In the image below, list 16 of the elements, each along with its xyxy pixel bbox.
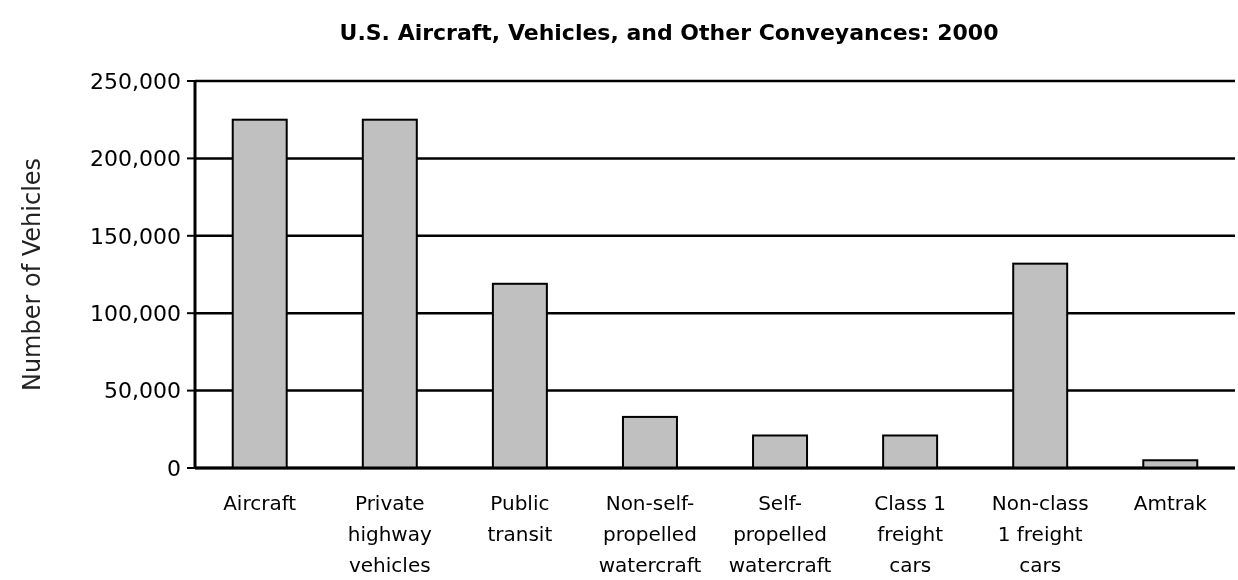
y-tick-label: 200,000 — [90, 146, 181, 172]
x-tick-label: Amtrak — [1133, 491, 1208, 515]
x-tick-label: Non-class 1 freight cars — [991, 491, 1089, 577]
chart-title: U.S. Aircraft, Vehicles, and Other Conveyances: 2000 — [339, 20, 999, 45]
x-tick-label: Class 1 freight cars — [874, 491, 946, 577]
y-tick-label: 50,000 — [104, 378, 181, 404]
y-tick-label: 150,000 — [90, 223, 181, 249]
x-tick-label: Private highway vehicles — [347, 491, 432, 577]
x-tick-label: Public transit — [487, 491, 553, 546]
y-axis-title: Number of Vehicles — [18, 157, 46, 392]
y-tick-label: 0 — [167, 455, 181, 481]
y-tick-label: 250,000 — [90, 68, 181, 94]
x-tick-label: Aircraft — [223, 491, 297, 515]
x-tick-label: Self- propelled watercraft — [728, 491, 832, 577]
y-tick-label: 100,000 — [90, 300, 181, 326]
x-tick-label: Non-self- propelled watercraft — [598, 491, 702, 577]
